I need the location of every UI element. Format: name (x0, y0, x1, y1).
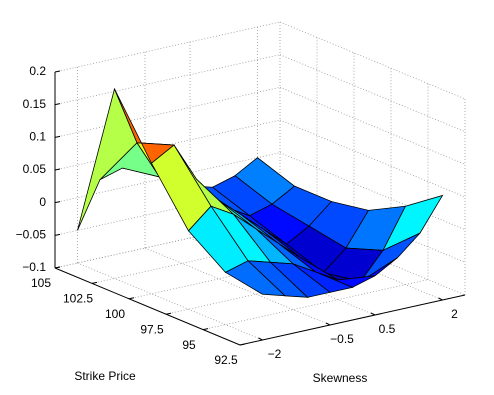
x-tick (258, 337, 263, 341)
y-tick-label: 102.5 (63, 292, 93, 306)
grid-line (279, 21, 466, 100)
x-tick (370, 312, 376, 316)
z-tick (54, 135, 61, 138)
grid-line (54, 21, 281, 73)
y-tick-label: 97.5 (140, 322, 164, 336)
z-tick-label: 0.1 (29, 130, 46, 144)
z-tick-label: −0.1 (22, 260, 46, 274)
y-tick (128, 297, 135, 300)
x-tick-label: 0.5 (379, 322, 396, 336)
y-tick (91, 281, 98, 284)
y-tick (165, 312, 172, 315)
z-tick-label: 0.15 (23, 97, 47, 111)
grid-line (279, 119, 466, 198)
surface-face (224, 260, 287, 297)
z-tick (54, 233, 61, 236)
z-tick (54, 103, 61, 106)
z-tick-label: −0.05 (16, 228, 47, 242)
grid-line (279, 86, 466, 165)
z-tick (54, 70, 61, 73)
grid-line (279, 54, 466, 133)
z-tick-label: 0.05 (23, 162, 47, 176)
y-tick-label: 95 (182, 338, 196, 352)
y-tick (202, 328, 209, 331)
x-tick-label: −2 (268, 347, 282, 361)
grid-line (77, 262, 263, 341)
y-tick (54, 266, 61, 269)
grid-line (54, 86, 281, 138)
x-tick-label: −0.5 (330, 332, 354, 346)
grid-line (54, 54, 281, 106)
z-tick (54, 201, 61, 204)
axis-line (54, 267, 241, 346)
grid-line (54, 152, 281, 204)
z-tick-label: 0 (39, 195, 46, 209)
x-axis-label: Skewness (313, 371, 368, 385)
y-axis-label: Strike Price (74, 369, 136, 383)
y-tick-label: 105 (31, 276, 51, 290)
grid-line (54, 119, 281, 171)
y-tick-label: 100 (105, 307, 125, 321)
z-tick-label: 0.2 (29, 64, 46, 78)
y-tick (239, 343, 246, 346)
z-tick (54, 168, 61, 171)
y-tick-label: 92.5 (214, 353, 238, 367)
x-tick-label: 2 (451, 307, 458, 321)
grid-line (202, 279, 429, 330)
x-tick (325, 322, 331, 326)
x-tick (438, 297, 443, 301)
grid-line (279, 152, 466, 231)
grid-line (144, 247, 331, 326)
axis-line (239, 294, 466, 346)
